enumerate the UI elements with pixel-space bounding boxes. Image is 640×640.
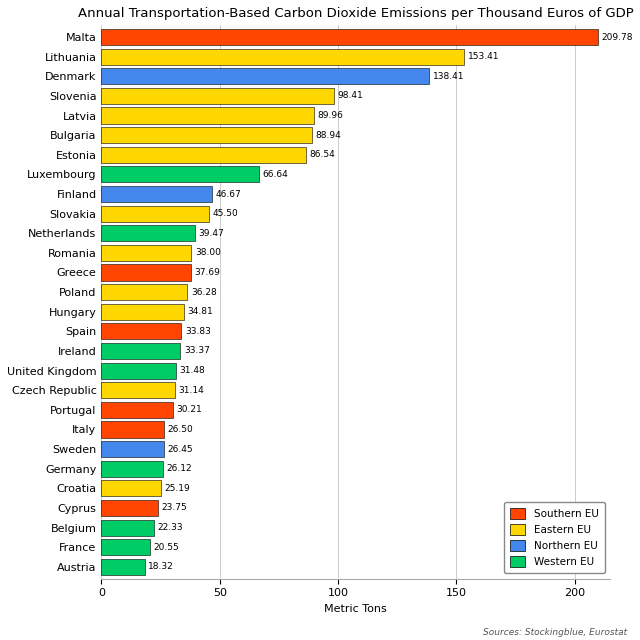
Text: Sources: Stockingblue, Eurostat: Sources: Stockingblue, Eurostat bbox=[483, 628, 627, 637]
Text: 37.69: 37.69 bbox=[194, 268, 220, 277]
Bar bbox=[101, 205, 209, 221]
Title: Annual Transportation-Based Carbon Dioxide Emissions per Thousand Euros of GDP: Annual Transportation-Based Carbon Dioxi… bbox=[78, 7, 634, 20]
Text: 138.41: 138.41 bbox=[433, 72, 464, 81]
Bar bbox=[101, 559, 145, 575]
Text: 38.00: 38.00 bbox=[195, 248, 221, 257]
Text: 86.54: 86.54 bbox=[310, 150, 335, 159]
Legend: Southern EU, Eastern EU, Northern EU, Western EU: Southern EU, Eastern EU, Northern EU, We… bbox=[504, 502, 605, 573]
Text: 18.32: 18.32 bbox=[148, 563, 174, 572]
Text: 26.12: 26.12 bbox=[167, 464, 193, 473]
Bar bbox=[101, 147, 306, 163]
Bar bbox=[101, 402, 173, 418]
Text: 153.41: 153.41 bbox=[468, 52, 499, 61]
Text: 89.96: 89.96 bbox=[318, 111, 344, 120]
Bar bbox=[101, 480, 161, 497]
Bar bbox=[101, 245, 191, 261]
Text: 26.50: 26.50 bbox=[168, 425, 193, 434]
Bar bbox=[101, 421, 164, 438]
Bar bbox=[101, 29, 598, 45]
Bar bbox=[101, 49, 465, 65]
Text: 45.50: 45.50 bbox=[212, 209, 238, 218]
Text: 209.78: 209.78 bbox=[602, 33, 633, 42]
Bar bbox=[101, 343, 180, 359]
Bar bbox=[101, 382, 175, 398]
Text: 22.33: 22.33 bbox=[158, 523, 184, 532]
Bar bbox=[101, 323, 182, 339]
Text: 31.14: 31.14 bbox=[179, 386, 204, 395]
Text: 66.64: 66.64 bbox=[262, 170, 289, 179]
Text: 31.48: 31.48 bbox=[179, 366, 205, 375]
Bar bbox=[101, 68, 429, 84]
Text: 26.45: 26.45 bbox=[168, 445, 193, 454]
Text: 33.83: 33.83 bbox=[185, 327, 211, 336]
Bar bbox=[101, 186, 212, 202]
Text: 23.75: 23.75 bbox=[161, 504, 187, 513]
Bar bbox=[101, 127, 312, 143]
Text: 39.47: 39.47 bbox=[198, 228, 224, 237]
Bar bbox=[101, 362, 176, 379]
Bar bbox=[101, 461, 163, 477]
X-axis label: Metric Tons: Metric Tons bbox=[324, 604, 387, 614]
Text: 25.19: 25.19 bbox=[164, 484, 190, 493]
Text: 88.94: 88.94 bbox=[316, 131, 341, 140]
Bar bbox=[101, 500, 157, 516]
Bar bbox=[101, 304, 184, 320]
Bar bbox=[101, 520, 154, 536]
Text: 33.37: 33.37 bbox=[184, 346, 210, 355]
Bar bbox=[101, 284, 188, 300]
Bar bbox=[101, 264, 191, 280]
Bar bbox=[101, 108, 314, 124]
Bar bbox=[101, 225, 195, 241]
Text: 20.55: 20.55 bbox=[154, 543, 179, 552]
Text: 46.67: 46.67 bbox=[216, 189, 241, 198]
Bar bbox=[101, 441, 164, 457]
Bar bbox=[101, 88, 334, 104]
Text: 34.81: 34.81 bbox=[188, 307, 213, 316]
Bar bbox=[101, 539, 150, 556]
Text: 30.21: 30.21 bbox=[177, 405, 202, 414]
Bar bbox=[101, 166, 259, 182]
Text: 98.41: 98.41 bbox=[338, 92, 364, 100]
Text: 36.28: 36.28 bbox=[191, 287, 216, 296]
